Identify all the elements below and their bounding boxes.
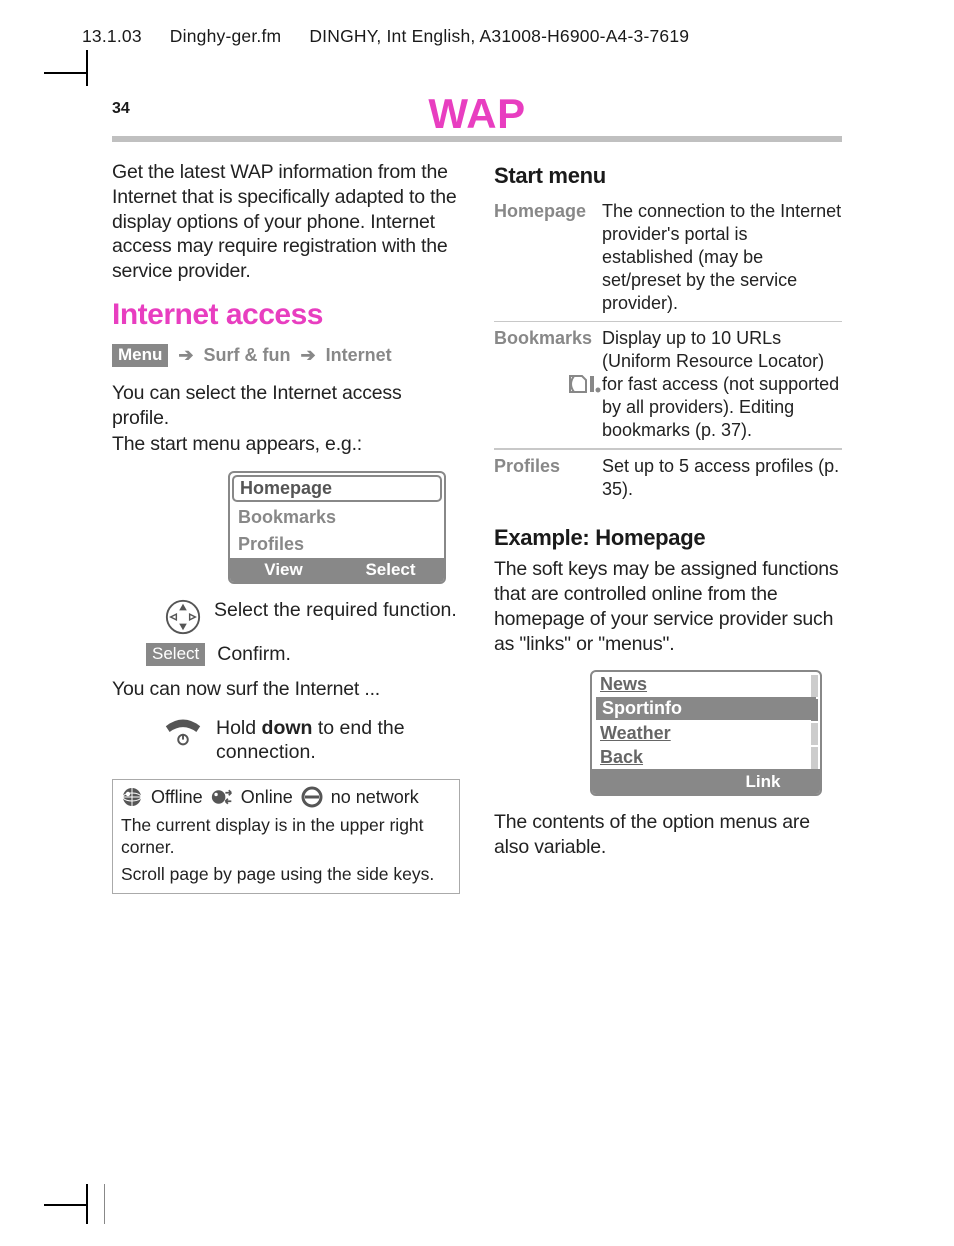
page-number: 34 [112,100,130,117]
header-file: Dinghy-ger.fm [170,26,282,47]
header-doc: DINGHY, Int English, A31008-H6900-A4-3-7… [309,26,689,47]
browser-item: Back [592,745,820,769]
title-rule [112,136,842,142]
arrow-icon: ➔ [300,345,315,366]
navigation-key-icon [164,598,202,636]
select-profile-text: You can select the Internet access profi… [112,381,460,431]
start-menu-item: Homepage [232,475,442,502]
online-label: Online [241,787,293,808]
surf-now-text: You can now surf the Internet ... [112,677,460,702]
confirm-text: Confirm. [217,642,291,667]
no-network-label: no network [331,787,419,808]
chapter-title: WAP [428,90,525,138]
scrollbar-segment [811,675,818,697]
row-label-profiles: Profiles [494,455,602,501]
start-menu-appears: The start menu appears, e.g.: [112,432,460,457]
nav-step2: Internet [326,345,392,366]
end-call-key-icon [162,716,204,746]
scrollbar-segment [811,747,818,769]
start-menu-screen: Homepage Bookmarks Profiles View Select [228,471,446,584]
row-label-homepage: Homepage [494,200,602,315]
doc-header: 13.1.03 Dinghy-ger.fm DINGHY, Int Englis… [82,26,689,47]
sim-icon [568,374,602,394]
left-column: Get the latest WAP information from the … [112,160,460,894]
select-chip: Select [146,643,205,666]
display-corner-text: The current display is in the upper righ… [121,814,451,859]
row-desc: The connection to the Internet provider'… [602,200,842,315]
row-desc: Display up to 10 URLs (Uniform Resource … [602,327,842,442]
row-label-bookmarks: Bookmarks [494,327,602,442]
softkey-blank [592,770,706,794]
arrow-icon: ➔ [178,345,193,366]
intro-paragraph: Get the latest WAP information from the … [112,160,460,284]
scroll-sidekeys-text: Scroll page by page using the side keys. [121,863,451,885]
menu-chip: Menu [112,344,168,367]
homepage-browser-screen: News Sportinfo Weather Back Link [590,670,822,796]
row-desc: Set up to 5 access profiles (p. 35). [602,455,842,501]
right-column: Start menu Homepage The connection to th… [494,160,842,894]
offline-label: Offline [151,787,203,808]
start-menu-heading: Start menu [494,163,842,189]
select-function-text: Select the required function. [214,598,457,623]
options-variable-text: The contents of the option menus are als… [494,810,842,860]
hold-down-text: Hold down to end the connection. [216,716,460,766]
start-menu-item: Bookmarks [230,504,444,531]
scrollbar-thumb [811,699,818,721]
internet-access-heading: Internet access [112,298,460,332]
softkey-select: Select [337,558,444,582]
menu-nav-path: Menu ➔ Surf & fun ➔ Internet [112,344,460,367]
no-network-icon [301,786,323,808]
header-date: 13.1.03 [82,26,142,47]
softkey-view: View [230,558,337,582]
nav-step1: Surf & fun [203,345,290,366]
browser-item-selected: Sportinfo [596,697,816,720]
softkey-link: Link [706,770,820,794]
browser-item: Weather [592,721,820,745]
start-menu-item: Profiles [230,531,444,558]
status-info-box: Offline Online no network The current di… [112,779,460,894]
softkeys-explain: The soft keys may be assigned functions … [494,557,842,656]
browser-item: News [592,672,820,696]
example-homepage-heading: Example: Homepage [494,525,842,551]
scrollbar-segment [811,723,818,745]
online-globe-icon [211,786,233,808]
start-menu-table: Homepage The connection to the Internet … [494,195,842,507]
offline-globe-icon [121,786,143,808]
